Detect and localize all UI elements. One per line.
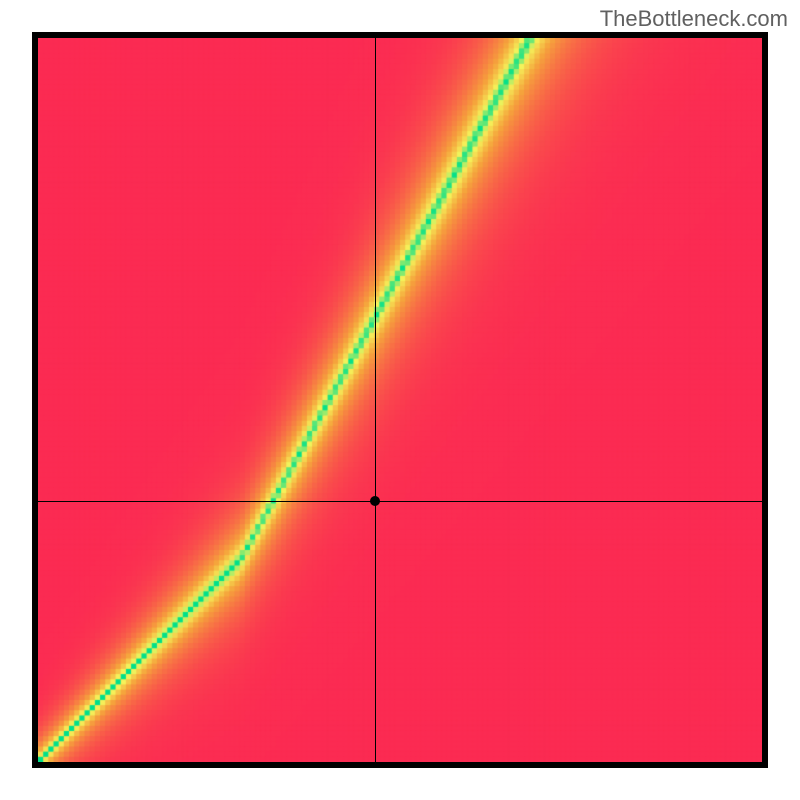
crosshair-vertical: [375, 38, 376, 762]
crosshair-horizontal: [38, 501, 762, 502]
plot-border: [32, 32, 768, 768]
crosshair-marker-dot: [370, 496, 380, 506]
watermark-text: TheBottleneck.com: [600, 6, 788, 32]
heatmap-canvas: [38, 38, 762, 762]
plot-area: [38, 38, 762, 762]
chart-container: TheBottleneck.com: [0, 0, 800, 800]
